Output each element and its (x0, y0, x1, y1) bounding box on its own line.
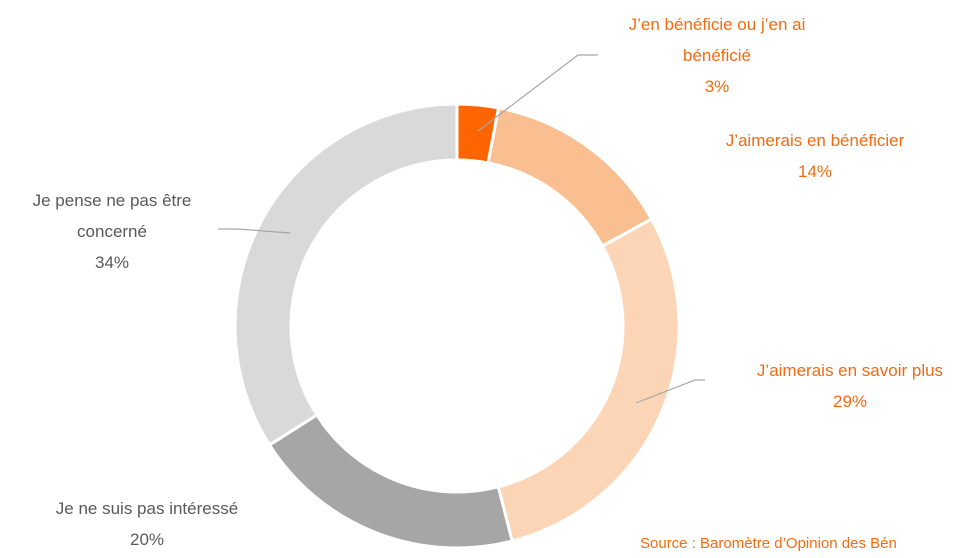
leader-line (635, 379, 705, 404)
leader-line (218, 228, 291, 234)
leader-line (477, 54, 598, 132)
data-label: J’en bénéficie ou j’en ai bénéficié 3% (597, 9, 837, 102)
category-label: J’aimerais en savoir plus (756, 361, 944, 380)
data-label: Je pense ne pas être concerné 34% (12, 185, 212, 278)
value-label: 29% (832, 392, 868, 411)
data-label: J’aimerais en savoir plus 29% (715, 355, 970, 417)
donut-segment (486, 106, 654, 249)
donut-segment (496, 217, 681, 543)
source-note: Source : Baromètre d’Opinion des Bén (640, 535, 897, 552)
data-label: Je ne suis pas intéressé 20% (17, 493, 277, 555)
value-label: 20% (129, 530, 165, 549)
category-label: J’en bénéficie ou j’en ai bénéficié (628, 15, 806, 65)
value-label: 3% (704, 77, 730, 96)
value-label: 34% (94, 253, 130, 272)
donut-segment (267, 412, 515, 550)
donut-segment (233, 102, 459, 448)
category-label: Je pense ne pas être concerné (32, 191, 192, 241)
category-label: J’aimerais en bénéficier (725, 131, 905, 150)
category-label: Je ne suis pas intéressé (55, 499, 239, 518)
data-label: J’aimerais en bénéficier 14% (685, 125, 945, 187)
value-label: 14% (797, 162, 833, 181)
